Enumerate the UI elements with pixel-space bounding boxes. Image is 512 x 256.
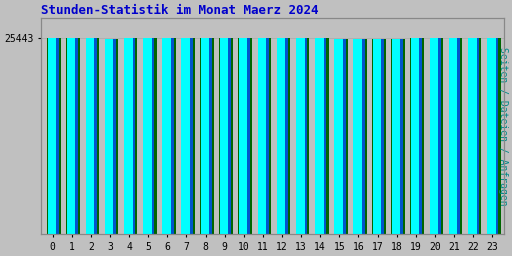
Bar <box>354 39 365 234</box>
Bar <box>67 38 75 234</box>
Bar <box>411 38 422 234</box>
Bar <box>296 38 309 234</box>
Bar <box>201 38 209 234</box>
Bar <box>296 38 307 234</box>
Bar <box>239 38 252 234</box>
Bar <box>162 38 171 234</box>
Bar <box>67 38 80 234</box>
Bar <box>392 39 403 234</box>
Bar <box>104 39 118 234</box>
Bar <box>47 38 61 234</box>
Bar <box>181 38 190 234</box>
Bar <box>143 38 157 234</box>
Bar <box>449 38 458 234</box>
Bar <box>449 38 460 234</box>
Bar <box>487 38 496 234</box>
Bar <box>468 38 479 234</box>
Bar <box>86 38 97 234</box>
Bar <box>411 38 419 234</box>
Bar <box>353 39 362 234</box>
Bar <box>277 38 288 234</box>
Bar <box>162 38 176 234</box>
Bar <box>334 39 343 234</box>
Bar <box>124 38 135 234</box>
Bar <box>48 38 56 234</box>
Bar <box>48 38 59 234</box>
Bar <box>105 39 114 234</box>
Bar <box>181 38 195 234</box>
Bar <box>143 38 155 234</box>
Bar <box>487 38 501 234</box>
Bar <box>373 39 381 234</box>
Bar <box>353 39 367 234</box>
Bar <box>86 38 94 234</box>
Bar <box>124 38 133 234</box>
Bar <box>373 39 384 234</box>
Bar <box>411 38 424 234</box>
Bar <box>430 38 441 234</box>
Bar <box>220 38 228 234</box>
Bar <box>239 38 250 234</box>
Bar <box>86 38 99 234</box>
Bar <box>258 38 266 234</box>
Bar <box>391 39 405 234</box>
Bar <box>124 38 138 234</box>
Bar <box>392 39 400 234</box>
Bar <box>334 39 348 234</box>
Bar <box>315 38 324 234</box>
Bar <box>487 38 499 234</box>
Bar <box>430 38 443 234</box>
Bar <box>334 39 346 234</box>
Bar <box>277 38 286 234</box>
Y-axis label: Seiten / Dateien / Anfragen: Seiten / Dateien / Anfragen <box>498 47 508 206</box>
Bar <box>315 38 327 234</box>
Bar <box>258 38 269 234</box>
Bar <box>372 39 386 234</box>
Bar <box>239 38 247 234</box>
Bar <box>430 38 438 234</box>
Bar <box>468 38 481 234</box>
Bar <box>163 38 174 234</box>
Bar <box>200 38 214 234</box>
Bar <box>468 38 477 234</box>
Bar <box>258 38 271 234</box>
Bar <box>105 39 116 234</box>
Bar <box>296 38 305 234</box>
Bar <box>276 38 290 234</box>
Bar <box>201 38 212 234</box>
Bar <box>143 38 152 234</box>
Bar <box>219 38 233 234</box>
Bar <box>182 38 193 234</box>
Bar <box>315 38 329 234</box>
Bar <box>449 38 462 234</box>
Bar <box>67 38 78 234</box>
Text: Stunden-Statistik im Monat Maerz 2024: Stunden-Statistik im Monat Maerz 2024 <box>41 4 318 17</box>
Bar <box>220 38 231 234</box>
